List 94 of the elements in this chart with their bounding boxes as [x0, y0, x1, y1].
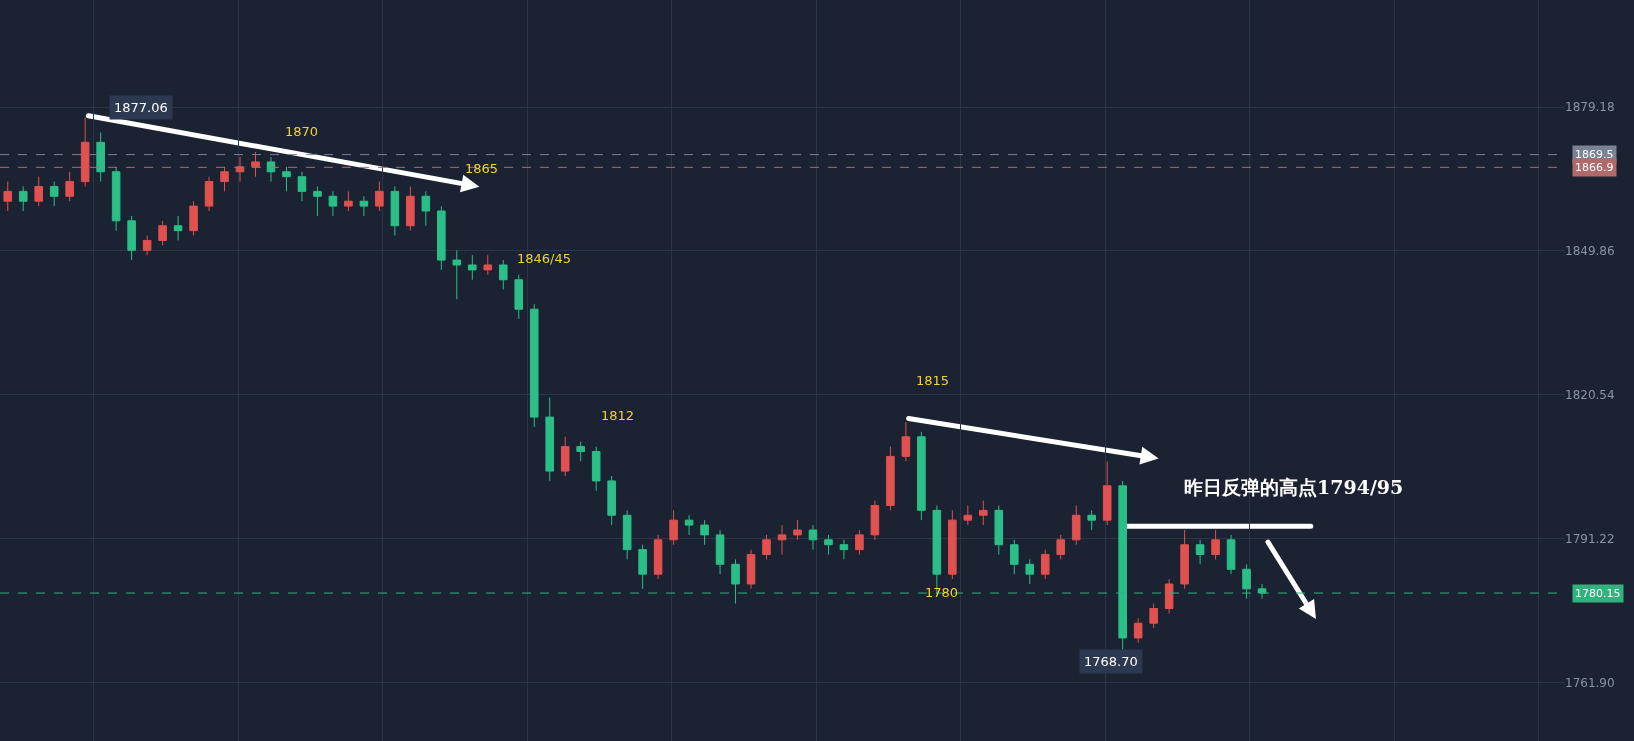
candlestick — [948, 509, 957, 580]
candlestick — [855, 529, 864, 556]
candlestick — [1164, 578, 1174, 614]
annotation: 昨日反弹的高点1794/95 — [1184, 476, 1404, 498]
candlestick — [220, 166, 229, 192]
candlestick — [824, 534, 833, 556]
candlestick — [3, 181, 13, 212]
y-tick-label: 1849.86 — [1565, 244, 1615, 259]
ref-line-label: 1780.15 — [1575, 587, 1621, 600]
candlestick — [1180, 529, 1189, 590]
candlestick — [297, 171, 307, 202]
candlestick — [96, 132, 105, 183]
candlestick — [468, 254, 477, 281]
candlestick — [1071, 504, 1081, 546]
candlestick — [529, 303, 539, 428]
candlestick — [793, 519, 802, 541]
candlestick — [1226, 534, 1236, 575]
y-tick-label: 1820.54 — [1565, 388, 1615, 403]
candlestick — [963, 504, 973, 526]
candlestick — [498, 259, 508, 291]
candlestick — [979, 500, 988, 526]
candlestick — [421, 190, 431, 227]
candlestick — [1133, 617, 1143, 644]
candlestick — [483, 254, 493, 276]
candlestick — [158, 220, 167, 246]
candlestick — [204, 176, 214, 212]
annotation: 1846/45 — [517, 251, 572, 266]
candlestick — [375, 181, 384, 212]
candlestick — [173, 215, 183, 241]
candlestick — [313, 185, 322, 217]
candlestick — [638, 544, 647, 590]
candlestick — [1195, 539, 1205, 565]
candlestick — [808, 524, 818, 551]
candlestick — [684, 514, 694, 536]
candlestick — [762, 534, 771, 560]
candlestick — [746, 549, 756, 590]
candlestick — [142, 235, 152, 256]
ref-line-label: 1866.9 — [1575, 161, 1614, 174]
candlestick — [359, 195, 369, 217]
candlestick — [731, 558, 740, 605]
candlestick — [700, 519, 709, 546]
candlestick — [1009, 539, 1019, 575]
candlestick — [266, 156, 276, 183]
candlestick — [189, 200, 198, 237]
candlestick — [607, 475, 616, 526]
candlestick — [622, 509, 632, 560]
candlestick — [994, 504, 1004, 556]
annotation: 1877.06 — [114, 100, 168, 115]
candlestick — [715, 529, 725, 575]
y-tick-label: 1791.22 — [1565, 531, 1615, 546]
candlestick — [282, 166, 291, 192]
candlestick — [669, 509, 678, 546]
candlestick — [452, 249, 462, 300]
candlestick — [127, 215, 136, 261]
annotation: 1815 — [916, 373, 950, 388]
annotation: 1780 — [925, 585, 959, 600]
candlestick — [560, 436, 570, 477]
candlestick — [390, 185, 400, 237]
candlestick — [1056, 534, 1066, 560]
candlestick — [1087, 509, 1096, 531]
candlestick — [1211, 529, 1220, 560]
annotation: 1865 — [465, 161, 499, 176]
candlestick — [328, 190, 338, 217]
candlestick — [901, 421, 911, 462]
candlestick — [65, 171, 74, 202]
candlestick — [777, 524, 787, 556]
candlestick — [18, 185, 28, 212]
annotation: 1812 — [601, 408, 635, 423]
candlestick — [1102, 460, 1112, 526]
annotation: 1870 — [285, 124, 319, 139]
candlestick — [111, 166, 121, 232]
candlestick — [49, 181, 59, 207]
candlestick — [886, 446, 895, 511]
candlestick — [406, 185, 415, 232]
candlestick — [576, 441, 585, 462]
candlestick — [34, 176, 44, 207]
y-tick-label: 1761.90 — [1565, 675, 1615, 690]
candlestick — [344, 190, 353, 212]
candlestick — [591, 446, 601, 492]
candlestick — [80, 116, 90, 187]
ref-line-label: 1869.5 — [1575, 148, 1614, 161]
candlestick — [653, 534, 663, 580]
candlestick — [1149, 603, 1158, 629]
candlestick — [1040, 549, 1050, 580]
candlestick — [514, 274, 524, 320]
candlestick — [437, 205, 446, 271]
candlestick — [545, 396, 555, 482]
candlestick — [839, 539, 849, 560]
candlestick — [1025, 558, 1035, 585]
y-tick-label: 1879.18 — [1565, 100, 1615, 115]
annotation: 1768.70 — [1084, 654, 1138, 669]
candlestick — [917, 431, 926, 521]
candlestick — [870, 500, 880, 541]
candlestick — [251, 151, 260, 178]
